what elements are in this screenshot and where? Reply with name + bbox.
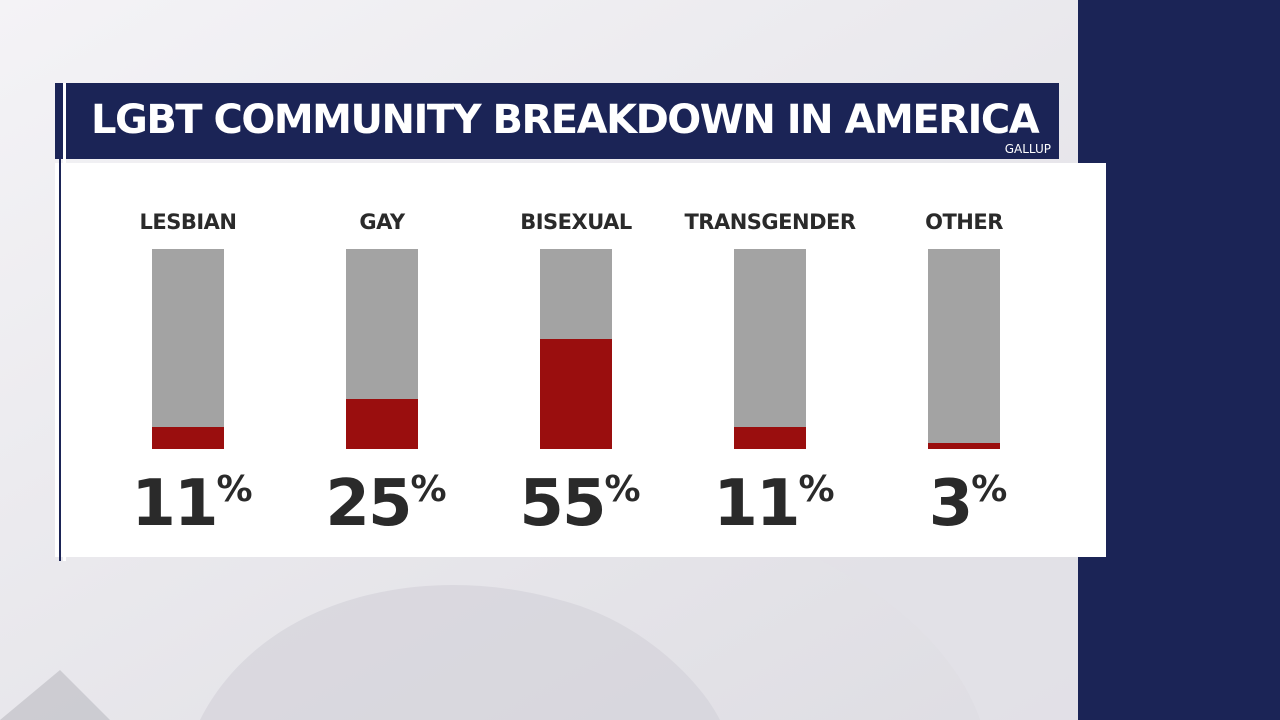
title-bar: LGBT COMMUNITY BREAKDOWN IN AMERICA GALL… — [55, 83, 1059, 159]
bar-track — [734, 249, 806, 449]
bar-fill — [734, 427, 806, 449]
bar-fill — [346, 399, 418, 449]
bar-fill — [928, 443, 1000, 449]
value-label: 25% — [325, 467, 446, 541]
category-label: TRANSGENDER — [684, 210, 855, 234]
category-label: GAY — [359, 210, 405, 234]
value-label: 3% — [929, 467, 1008, 541]
accent-line-navy — [59, 83, 61, 561]
bar-fill — [540, 339, 612, 449]
category-label: BISEXUAL — [520, 210, 632, 234]
side-panel — [1078, 0, 1280, 720]
page-title: LGBT COMMUNITY BREAKDOWN IN AMERICA — [91, 97, 1040, 143]
bar-chart: LESBIAN 11% GAY 25% BISEXUAL 55% TRANSGENDER 11… — [131, 210, 1008, 541]
category-label: LESBIAN — [140, 210, 237, 234]
category-label: OTHER — [925, 210, 1003, 234]
chart-panel: LESBIAN 11% GAY 25% BISEXUAL 55% TRANSGENDER 11… — [55, 163, 1106, 557]
bar-track — [152, 249, 224, 449]
value-label: 11% — [713, 467, 834, 541]
bar-track — [928, 249, 1000, 449]
bar-fill — [152, 427, 224, 449]
value-label: 55% — [519, 467, 640, 541]
value-label: 11% — [131, 467, 252, 541]
accent-line-white — [63, 83, 66, 561]
source-label: GALLUP — [1004, 142, 1051, 156]
